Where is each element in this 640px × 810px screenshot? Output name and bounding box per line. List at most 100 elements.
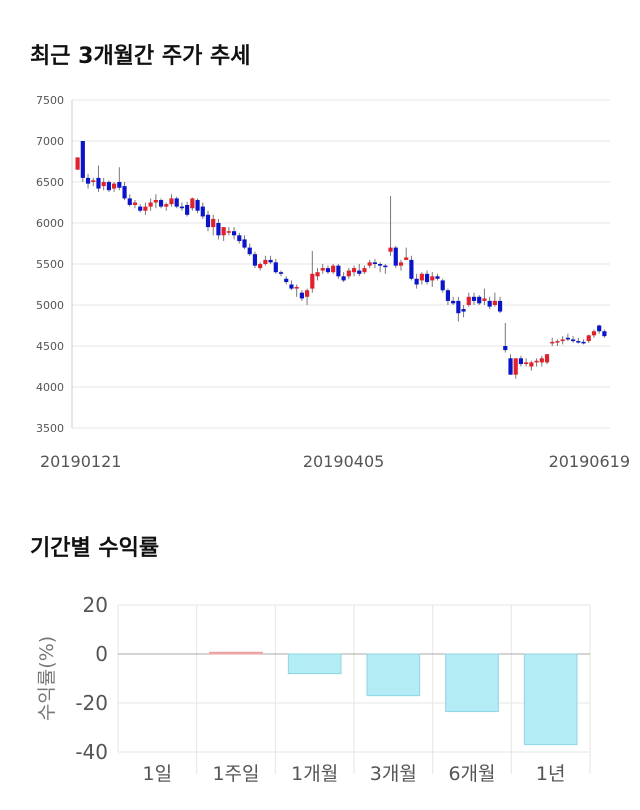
candle [185, 201, 190, 217]
candle-body [534, 360, 539, 363]
candle-body [586, 335, 591, 342]
candle [357, 264, 362, 277]
return-bar [287, 653, 342, 675]
candle-body [80, 141, 85, 178]
candle-body [492, 300, 497, 305]
candle [263, 255, 268, 266]
period-returns-bar-chart: 20 0 -20 -40 1일 1주일 1개월 3개월 6개월 1년 수익률(%) [36, 593, 591, 785]
candle-body [132, 202, 138, 205]
candle [278, 270, 284, 277]
candle [117, 167, 122, 191]
candle-body [518, 358, 524, 365]
candle [132, 200, 138, 209]
candle [440, 278, 445, 293]
candle-body [205, 214, 211, 228]
candle-body [414, 278, 419, 285]
y-tick-label: 4500 [36, 340, 64, 353]
candle-body [477, 296, 482, 304]
candle [513, 358, 518, 379]
candle [367, 259, 372, 269]
return-bar [366, 653, 421, 697]
candle-body [560, 339, 565, 342]
candle-body [258, 264, 263, 269]
candle-body [190, 198, 195, 209]
candle [398, 259, 404, 271]
candle-body [91, 180, 96, 182]
candle [471, 292, 477, 305]
candle-body [164, 204, 169, 207]
candle [393, 245, 398, 269]
x-tick-label: 1개월 [291, 763, 338, 785]
candle-body [200, 206, 205, 217]
candle [372, 259, 377, 269]
candle-body [430, 276, 435, 281]
candle [388, 195, 393, 256]
y-tick-label: 6500 [36, 176, 64, 189]
candle-body [346, 270, 351, 277]
candle [456, 296, 461, 322]
candle-body [278, 272, 284, 274]
candle-body [158, 200, 164, 207]
candle-body [169, 198, 174, 205]
candle [487, 296, 492, 310]
candle-body [524, 362, 529, 365]
candle [518, 355, 524, 367]
candle [305, 288, 310, 305]
candle-body [106, 182, 111, 191]
candle-body [221, 227, 226, 236]
candle [226, 227, 231, 236]
candle [550, 337, 555, 346]
candle-body [424, 273, 430, 283]
candle-body [179, 206, 185, 209]
candle-body [466, 296, 471, 305]
candle [247, 243, 252, 256]
price-trend-title: 최근 3개월간 주가 추세 [30, 44, 251, 69]
candle-body [503, 346, 508, 351]
x-tick-label: 20190619 [549, 452, 630, 471]
candle [158, 198, 164, 209]
candle [252, 251, 258, 269]
candle [346, 268, 351, 279]
candle-body [351, 268, 357, 273]
y-tick-label: 20 [83, 593, 108, 617]
candle [200, 202, 205, 219]
candle [466, 292, 471, 307]
candle [148, 198, 153, 211]
candle-body [138, 206, 143, 211]
candle-body [294, 286, 299, 289]
candle [497, 296, 503, 314]
candle-body [252, 254, 258, 266]
candle [351, 265, 357, 277]
candle-body [597, 325, 602, 332]
y-tick-label: -20 [75, 691, 108, 715]
candle-body [571, 339, 576, 342]
candle [492, 292, 497, 307]
candle-body [96, 177, 101, 189]
candle-body [591, 331, 597, 336]
candle-body [289, 284, 294, 289]
candle-body [451, 300, 456, 304]
candle [164, 202, 169, 211]
candle [153, 194, 158, 209]
candle-body [372, 262, 377, 264]
candle [508, 354, 513, 375]
candle-body [226, 231, 231, 233]
candle-body [393, 247, 398, 266]
candle-body [367, 262, 372, 266]
candle [565, 333, 570, 342]
x-tick-label: 1일 [143, 763, 173, 785]
candle [143, 202, 148, 215]
candle-body [404, 257, 409, 260]
candle [75, 157, 80, 170]
candle [122, 182, 127, 201]
period-returns-title: 기간별 수익률 [30, 536, 160, 561]
candle-body [336, 265, 341, 277]
candle [190, 197, 195, 211]
candle-body [299, 292, 304, 299]
candle-body [581, 341, 586, 344]
candle [294, 284, 299, 297]
y-tick-label: 6000 [36, 217, 64, 230]
y-tick-label: 0 [95, 642, 108, 666]
candle-body [153, 200, 158, 203]
candle [237, 232, 242, 244]
